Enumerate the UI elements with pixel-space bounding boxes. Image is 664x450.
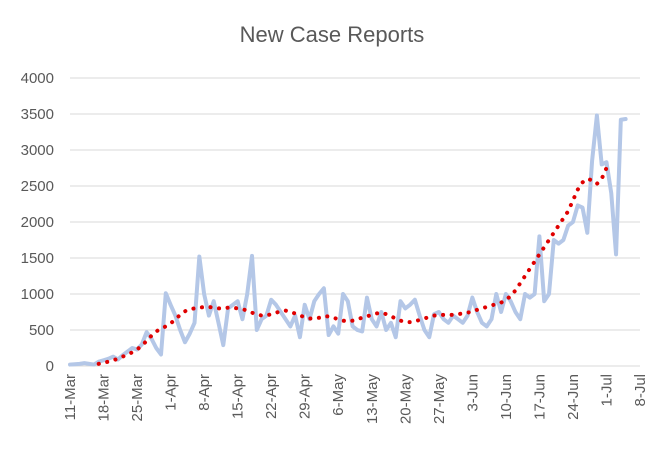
x-tick-label: 6-May bbox=[330, 374, 347, 416]
x-tick-label: 22-Apr bbox=[263, 374, 280, 419]
grid-layer bbox=[70, 77, 640, 331]
y-tick-label: 2500 bbox=[21, 178, 54, 195]
y-tick-label: 3500 bbox=[21, 106, 54, 123]
x-tick-label: 13-May bbox=[364, 374, 381, 425]
x-tick-label: 18-Mar bbox=[96, 374, 113, 422]
y-tick-label: 500 bbox=[29, 322, 54, 339]
y-tick-label: 2000 bbox=[21, 214, 54, 231]
x-tick-label: 1-Jul bbox=[598, 374, 615, 407]
y-tick-label: 0 bbox=[46, 358, 54, 375]
chart-title: New Case Reports bbox=[239, 22, 425, 47]
x-tick-label: 3-Jun bbox=[464, 374, 481, 412]
x-tick-label: 17-Jun bbox=[531, 374, 548, 420]
x-tick-label: 11-Mar bbox=[62, 374, 79, 420]
x-tick-label: 10-Jun bbox=[498, 374, 515, 420]
x-tick-label: 20-May bbox=[397, 374, 414, 425]
x-tick-label: 15-Apr bbox=[230, 374, 247, 419]
daily-cases-line bbox=[68, 113, 628, 367]
y-tick-label: 3000 bbox=[21, 142, 54, 159]
x-tick-label: 8-Jul bbox=[632, 374, 649, 407]
x-tick-label: 29-Apr bbox=[297, 374, 314, 419]
series-layer bbox=[68, 113, 628, 367]
trend-line bbox=[96, 166, 609, 366]
x-tick-label: 25-Mar bbox=[129, 374, 146, 422]
x-tick-label: 27-May bbox=[431, 374, 448, 425]
x-tick-label: 8-Apr bbox=[196, 374, 213, 411]
axis-layer: 0 500 1000 1500 2000 2500 3000 3500 4000 11-Mar 18… bbox=[21, 70, 649, 424]
x-tick-label: 1-Apr bbox=[163, 374, 180, 411]
y-tick-label: 4000 bbox=[21, 70, 54, 87]
x-tick-label: 24-Jun bbox=[565, 374, 582, 420]
y-tick-label: 1000 bbox=[21, 286, 54, 303]
y-tick-label: 1500 bbox=[21, 250, 54, 267]
